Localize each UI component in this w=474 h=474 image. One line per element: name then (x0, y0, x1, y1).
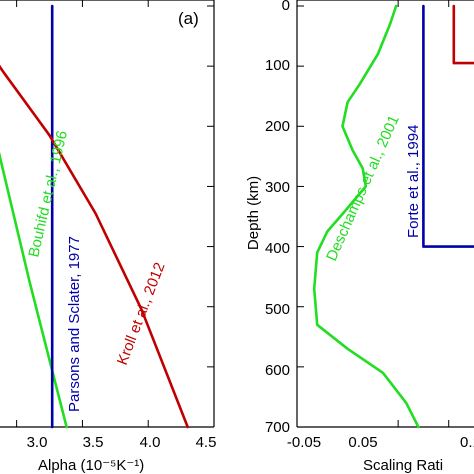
panel-b-tick-label-y-600: 600 (265, 362, 290, 379)
panel-b-tick-label-x-0-1: 0.1 (460, 434, 474, 451)
panel-b-tick-label-x-neg-0-05: -0.05 (287, 434, 321, 451)
label-parsons-sclater: Parsons and Sclater, 1977 (66, 236, 83, 412)
panel-b-tick-label-x-0-05: 0.05 (348, 434, 377, 451)
panel-b: Depth (km) Scaling Rati 0 100 200 300 40… (245, 0, 474, 474)
panel-b-tick-label-y-200: 200 (265, 118, 290, 135)
label-deschamps: Deschamps et al., 2001 (323, 113, 403, 264)
panel-b-tick-label-y-300: 300 (265, 179, 290, 196)
panel-a-tick-label-x-3-5: 3.5 (83, 434, 104, 451)
panel-a: (a) Alpha (10⁻⁵K⁻¹) 3.0 3.5 4.0 4.5 Bouh… (0, 0, 216, 474)
panel-a-label: (a) (178, 9, 199, 28)
panel-b-x-axis-title: Scaling Rati (363, 457, 443, 474)
panel-a-tick-label-x-3: 3.0 (27, 434, 48, 451)
panel-b-series-line-0 (312, 4, 420, 429)
panel-b-series (312, 4, 474, 429)
panel-a-tick-label-x-4-5: 4.5 (196, 434, 217, 451)
label-kroll: Kroll et al., 2012 (114, 260, 169, 367)
panel-b-tick-label-y-500: 500 (265, 301, 290, 318)
panel-b-tick-label-y-0: 0 (282, 0, 290, 14)
panel-b-series-line-2 (452, 4, 474, 65)
panel-a-series-line-0 (0, 151, 68, 429)
label-bouhifd: Bouhifd et al., 1996 (25, 129, 71, 259)
panel-a-series (0, 4, 189, 429)
panel-b-tick-label-y-400: 400 (265, 240, 290, 257)
panel-b-series-line-1 (422, 4, 474, 248)
panel-a-tick-label-x-4: 4.0 (140, 434, 161, 451)
panel-a-series-line-2 (0, 64, 189, 429)
panel-b-tick-label-y-700: 700 (265, 419, 290, 436)
panel-a-ticks (16, 0, 215, 428)
label-forte: Forte et al., 1994 (405, 125, 422, 238)
panel-b-y-axis-title: Depth (km) (245, 176, 262, 250)
panel-b-ticks (296, 0, 450, 428)
panel-b-tick-label-y-100: 100 (265, 57, 290, 74)
panel-a-x-axis-title: Alpha (10⁻⁵K⁻¹) (38, 457, 144, 474)
